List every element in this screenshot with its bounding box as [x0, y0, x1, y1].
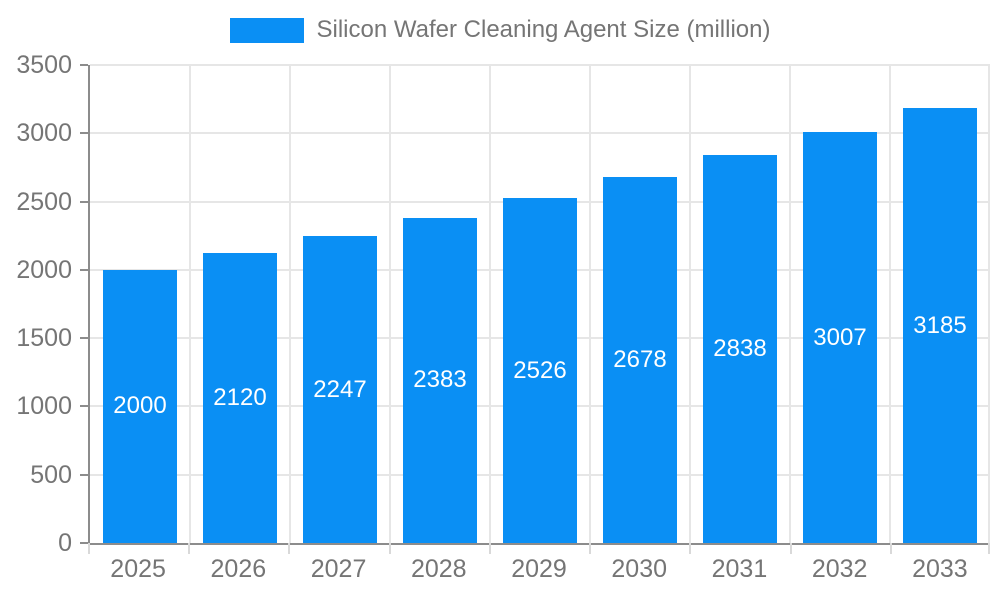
x-axis-tick: [988, 543, 990, 554]
y-tick-label: 3500: [16, 51, 72, 79]
x-tick-label: 2027: [310, 555, 367, 583]
v-gridline: [288, 65, 291, 543]
legend-swatch: [229, 17, 304, 43]
bar-value-label: 2838: [713, 335, 767, 363]
x-tick-label: 2028: [410, 555, 467, 583]
x-tick-label: 2026: [210, 555, 267, 583]
y-axis-tick: [80, 64, 88, 66]
legend-label: Silicon Wafer Cleaning Agent Size (milli…: [316, 16, 771, 43]
v-gridline: [188, 65, 191, 543]
x-axis-tick: [789, 543, 792, 554]
y-tick-label: 1500: [16, 324, 72, 353]
bar-value-label: 3185: [913, 311, 967, 339]
bar-value-label: 3007: [813, 323, 867, 351]
bar-value-label: 2000: [113, 392, 167, 420]
x-tick-label: 2031: [711, 555, 768, 583]
plot-area: 2000 2120 2247 2383 2526 2678 2838 3007 3185: [88, 64, 990, 545]
v-gridline: [388, 65, 391, 543]
bar[interactable]: 3185: [903, 108, 977, 543]
bar-value-label: 2383: [413, 366, 467, 394]
x-tick-label: 2033: [912, 555, 968, 583]
y-axis-tick: [80, 473, 88, 476]
y-tick-label: 0: [58, 529, 72, 557]
y-axis-tick: [80, 542, 88, 544]
y-axis-tick: [80, 200, 88, 203]
bar-value-label: 2678: [613, 346, 667, 374]
y-tick-label: 2000: [16, 255, 72, 284]
h-gridline: [90, 132, 990, 135]
v-gridline: [589, 65, 591, 543]
x-axis-tick: [288, 543, 291, 554]
chart-legend: Silicon Wafer Cleaning Agent Size (milli…: [0, 16, 1000, 44]
x-tick-label: 2030: [611, 555, 668, 583]
bar-value-label: 2247: [313, 375, 367, 403]
y-tick-label: 500: [30, 460, 72, 489]
y-tick-label: 2500: [16, 187, 72, 216]
v-gridline: [688, 65, 691, 543]
y-axis-tick: [80, 268, 88, 271]
bar-value-label: 2120: [213, 384, 267, 412]
x-tick-label: 2032: [811, 555, 868, 583]
y-tick-label: 1000: [16, 392, 72, 421]
y-axis-tick: [80, 405, 88, 408]
v-gridline: [789, 65, 791, 543]
h-gridline: [90, 64, 990, 66]
x-axis-tick: [88, 543, 90, 554]
v-gridline: [888, 65, 891, 543]
x-tick-label: 2029: [511, 555, 567, 583]
x-axis-tick: [589, 543, 592, 554]
x-axis-tick: [488, 543, 491, 554]
bar[interactable]: 2000: [103, 269, 177, 543]
bar-value-label: 2526: [513, 356, 567, 384]
y-axis-tick: [80, 132, 88, 135]
bar[interactable]: 2120: [203, 253, 277, 543]
bar[interactable]: 2247: [303, 236, 377, 543]
bar[interactable]: 2526: [503, 198, 577, 543]
x-axis-tick: [388, 543, 391, 554]
y-tick-label: 3000: [16, 119, 72, 148]
bar[interactable]: 3007: [803, 132, 877, 543]
x-axis-tick: [188, 543, 191, 554]
bar[interactable]: 2838: [703, 155, 777, 543]
y-axis-tick: [80, 337, 88, 340]
v-gridline: [988, 65, 990, 543]
v-gridline: [488, 65, 491, 543]
bar[interactable]: 2678: [603, 177, 677, 543]
x-axis-tick: [889, 543, 892, 554]
bar[interactable]: 2383: [403, 217, 477, 543]
x-tick-label: 2025: [110, 555, 166, 583]
x-axis-tick: [689, 543, 692, 554]
legend-item[interactable]: Silicon Wafer Cleaning Agent Size (milli…: [229, 16, 771, 44]
